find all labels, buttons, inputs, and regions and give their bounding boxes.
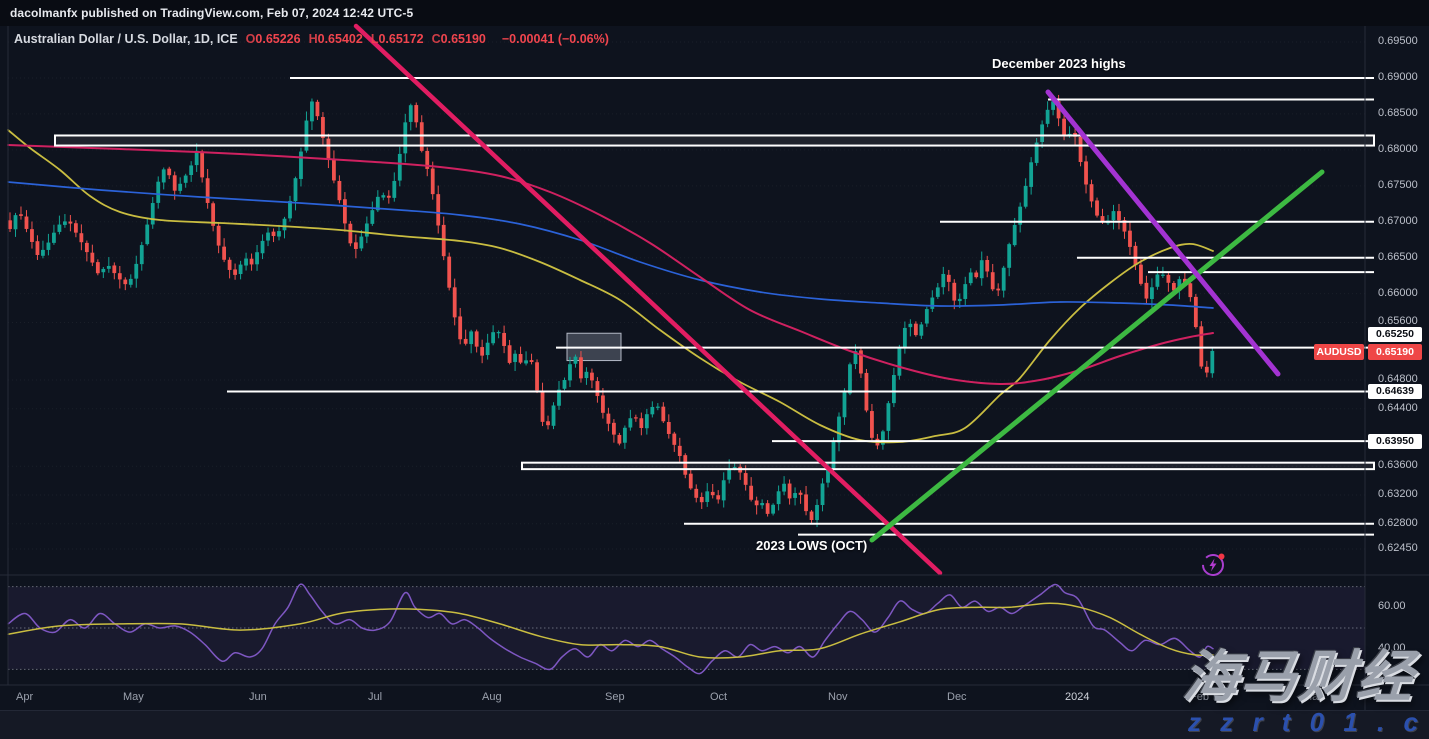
price-tick-label: 0.67500: [1378, 178, 1418, 191]
price-tick-label: 0.63600: [1378, 459, 1418, 472]
footer-bar: TradingView: [0, 710, 1429, 739]
price-tick-label: 0.69000: [1378, 70, 1418, 83]
month-label-mar: Mar: [1303, 691, 1322, 703]
price-tick-label: 0.62800: [1378, 516, 1418, 529]
annotation-2023-lows: 2023 LOWS (OCT): [756, 538, 868, 553]
go-to-realtime-button[interactable]: [1199, 550, 1227, 578]
ohlc-item: C0.65190: [431, 32, 486, 46]
watermark-domain: z z r t 0 1 . c n: [1188, 707, 1429, 737]
rsi-indicator-pane[interactable]: [8, 575, 1365, 685]
lightning-icon: [1202, 553, 1225, 576]
last-price-symbol-tag: AUDUSD: [1314, 343, 1364, 360]
symbol-title: Australian Dollar / U.S. Dollar, 1D, ICE: [14, 32, 238, 46]
price-tick-label: 0.63200: [1378, 488, 1418, 501]
change-value: −0.00041 (−0.06%): [501, 32, 609, 46]
price-tick-label: 0.62450: [1378, 541, 1418, 554]
rsi-tick-label: 60.00: [1378, 600, 1406, 613]
price-tick-label: 0.66500: [1378, 250, 1418, 263]
price-tick-label: 0.68500: [1378, 106, 1418, 119]
price-tick-label: 0.69500: [1378, 35, 1418, 47]
month-label-feb: Feb: [1190, 691, 1209, 703]
publish-attribution: dacolmanfx published on TradingView.com,…: [10, 6, 414, 20]
month-label-aug: Aug: [482, 691, 502, 703]
time-axis-scale[interactable]: [8, 685, 1365, 710]
month-label-2024: 2024: [1065, 691, 1090, 703]
level-price-label: 0.63950: [1368, 433, 1422, 449]
main-price-pane[interactable]: [8, 26, 1365, 575]
month-label-jul: Jul: [368, 691, 383, 703]
month-label-sep: Sep: [605, 691, 625, 703]
price-tick-label: 0.67000: [1378, 214, 1418, 227]
price-tick-label: 0.68000: [1378, 142, 1418, 155]
month-label-may: May: [123, 691, 144, 703]
watermark-chinese: 海马财经: [1180, 645, 1417, 708]
month-label-oct: Oct: [710, 691, 728, 703]
ohlc-item: O0.65226: [245, 32, 301, 46]
price-tick-label: 0.64800: [1378, 372, 1418, 385]
last-price-value-tag: 0.65190: [1368, 343, 1422, 360]
month-label-jun: Jun: [249, 691, 267, 703]
month-label-nov: Nov: [828, 691, 848, 703]
ohlc-item: L0.65172: [370, 32, 424, 46]
rsi-tick-label: 40.00: [1378, 641, 1406, 654]
ohlc-item: H0.65402: [308, 32, 363, 46]
price-tick-label: 0.64400: [1378, 401, 1418, 414]
symbol-legend[interactable]: Australian Dollar / U.S. Dollar, 1D, ICE…: [14, 32, 609, 46]
month-label-apr: Apr: [16, 691, 34, 703]
price-tick-label: 0.66000: [1378, 286, 1418, 299]
month-label-dec: Dec: [947, 691, 967, 703]
level-price-label: 0.65250: [1368, 326, 1422, 342]
ohlc-values: O0.65226 H0.65402 L0.65172 C0.65190: [246, 32, 494, 46]
level-price-label: 0.64639: [1368, 384, 1422, 400]
price-tick-label: 0.65600: [1378, 315, 1418, 328]
annotation-december-highs: December 2023 highs: [992, 56, 1126, 71]
